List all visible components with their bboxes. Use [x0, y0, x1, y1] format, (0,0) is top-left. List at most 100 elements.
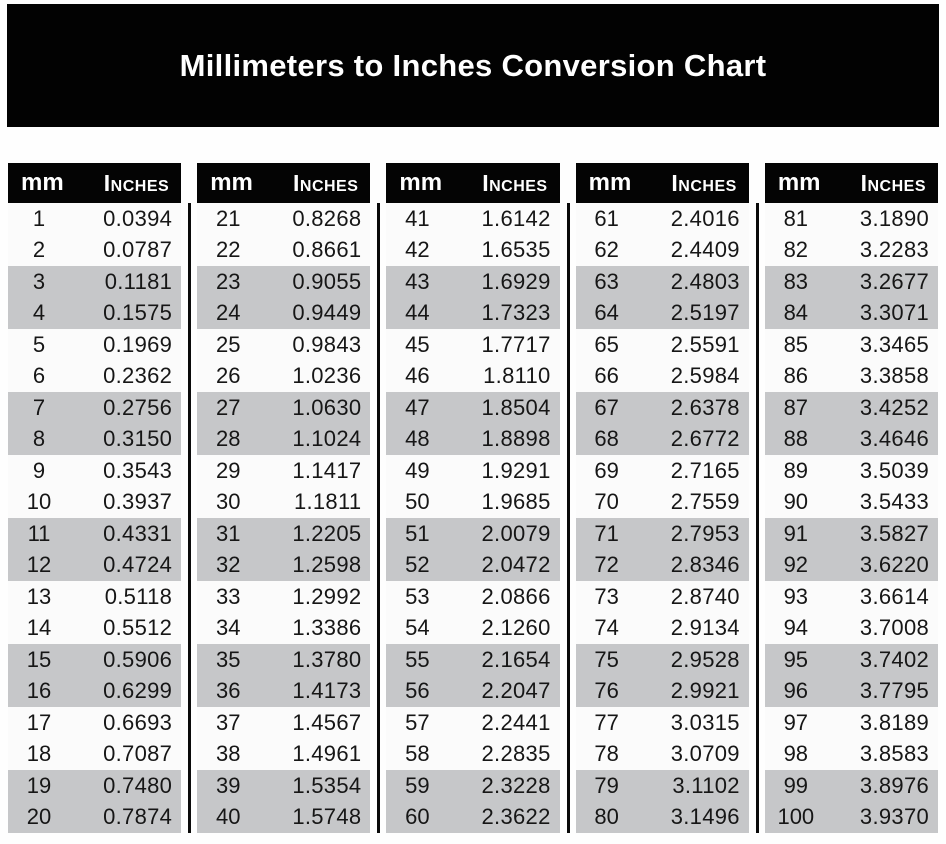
table-row: 70 2.7559 — [575, 486, 749, 518]
mm-value: 56 — [405, 678, 430, 704]
mm-value: 38 — [215, 741, 241, 767]
mm-value: 54 — [405, 615, 430, 641]
table-row: 26 1.0236 — [197, 360, 371, 392]
table-row: 98 3.8583 — [764, 738, 939, 770]
mm-value: 73 — [594, 583, 619, 609]
table-row: 52 2.0472 — [386, 549, 560, 581]
inches-value: 3.9370 — [859, 804, 930, 830]
mm-value: 67 — [594, 394, 619, 420]
inches-value: 0.2362 — [103, 363, 173, 389]
mm-value: 34 — [215, 615, 241, 641]
inches-value: 0.1969 — [103, 331, 173, 357]
mm-value: 70 — [594, 489, 619, 515]
mm-value: 57 — [405, 709, 430, 735]
table-row: 3 0.1181 — [8, 266, 182, 298]
conversion-table-3: mm Inches 41 1.6142 42 1.6535 43 1.6929 44 1.7323… — [386, 163, 570, 833]
mm-value: 42 — [405, 237, 430, 263]
mm-value: 31 — [215, 520, 241, 546]
mm-value: 8 — [32, 426, 46, 452]
inches-value: 2.6378 — [670, 394, 740, 420]
table-row: 23 0.9055 — [197, 266, 371, 298]
mm-value: 79 — [594, 772, 619, 798]
mm-value: 3 — [32, 268, 46, 294]
table-row: 7 0.2756 — [8, 392, 182, 424]
mm-value: 65 — [594, 331, 619, 357]
mm-value: 9 — [32, 457, 46, 483]
table-row: 72 2.8346 — [575, 549, 749, 581]
mm-value: 99 — [783, 772, 809, 798]
table-row: 55 2.1654 — [386, 644, 560, 676]
table-row: 82 3.2283 — [764, 234, 939, 266]
inches-value: 1.6929 — [481, 268, 551, 294]
table-row: 20 0.7874 — [8, 801, 182, 833]
table-row: 67 2.6378 — [575, 392, 749, 424]
table-row: 32 1.2598 — [197, 549, 371, 581]
inches-value: 3.7795 — [859, 678, 930, 704]
mm-value: 32 — [215, 552, 241, 578]
mm-value: 81 — [783, 205, 809, 231]
mm-value: 94 — [783, 615, 809, 641]
inches-value: 0.0394 — [103, 205, 173, 231]
table-row: 5 0.1969 — [8, 329, 182, 361]
table-row: 49 1.9291 — [386, 455, 560, 487]
inches-value: 1.2205 — [292, 520, 362, 546]
inches-value: 0.5512 — [103, 615, 173, 641]
inches-value: 3.3071 — [859, 300, 930, 326]
mm-value: 27 — [215, 394, 241, 420]
table-row: 36 1.4173 — [197, 675, 371, 707]
inches-value: 3.7402 — [859, 646, 930, 672]
inches-value: 2.7165 — [670, 457, 740, 483]
table-row: 92 3.6220 — [764, 549, 939, 581]
table-row: 41 1.6142 — [386, 203, 560, 235]
mm-value: 72 — [594, 552, 619, 578]
mm-value: 44 — [405, 300, 430, 326]
inches-value: 1.5748 — [292, 804, 362, 830]
table-header: mm Inches — [8, 163, 182, 203]
table-row: 13 0.5118 — [8, 581, 182, 613]
mm-value: 47 — [405, 394, 430, 420]
table-row: 81 3.1890 — [764, 203, 939, 235]
inches-value: 3.7008 — [859, 615, 930, 641]
inches-value: 2.6772 — [670, 426, 740, 452]
mm-value: 77 — [594, 709, 619, 735]
mm-value: 11 — [27, 520, 51, 546]
inches-value: 0.3937 — [103, 489, 173, 515]
mm-value: 10 — [26, 489, 52, 515]
table-row: 86 3.3858 — [764, 360, 939, 392]
inches-value: 1.7717 — [481, 331, 551, 357]
mm-value: 43 — [405, 268, 430, 294]
inches-value: 3.8976 — [859, 772, 930, 798]
mm-value: 26 — [215, 363, 241, 389]
table-row: 97 3.8189 — [764, 707, 939, 739]
mm-value: 45 — [405, 331, 430, 357]
mm-value: 61 — [594, 205, 619, 231]
mm-value: 19 — [26, 772, 52, 798]
table-row: 57 2.2441 — [386, 707, 560, 739]
table-row: 68 2.6772 — [575, 423, 749, 455]
inches-value: 2.5591 — [670, 331, 740, 357]
table-row: 93 3.6614 — [764, 581, 939, 613]
inches-value: 3.6614 — [859, 583, 930, 609]
table-row: 58 2.2835 — [386, 738, 560, 770]
table-row: 89 3.5039 — [764, 455, 939, 487]
mm-value: 95 — [783, 646, 809, 672]
table-row: 29 1.1417 — [197, 455, 371, 487]
mm-value: 7 — [32, 394, 46, 420]
table-row: 85 3.3465 — [764, 329, 939, 361]
table-header: mm Inches — [575, 163, 749, 203]
mm-value: 40 — [215, 804, 241, 830]
table-row: 50 1.9685 — [386, 486, 560, 518]
table-row: 91 3.5827 — [764, 518, 939, 550]
inches-column-header: Inches — [671, 169, 737, 196]
inches-value: 0.3543 — [103, 457, 173, 483]
mm-value: 30 — [215, 489, 241, 515]
inches-value: 0.7087 — [103, 741, 173, 767]
title-banner: Millimeters to Inches Conversion Chart — [7, 4, 939, 127]
inches-column-header: Inches — [103, 169, 170, 196]
mm-value: 64 — [594, 300, 619, 326]
conversion-tables: mm Inches 1 0.0394 2 0.0787 3 0.1181 4 0.1575 5 0.1… — [8, 163, 939, 833]
mm-value: 37 — [215, 709, 241, 735]
inches-value: 0.0787 — [103, 237, 173, 263]
table-row: 96 3.7795 — [764, 675, 939, 707]
mm-value: 92 — [783, 552, 809, 578]
